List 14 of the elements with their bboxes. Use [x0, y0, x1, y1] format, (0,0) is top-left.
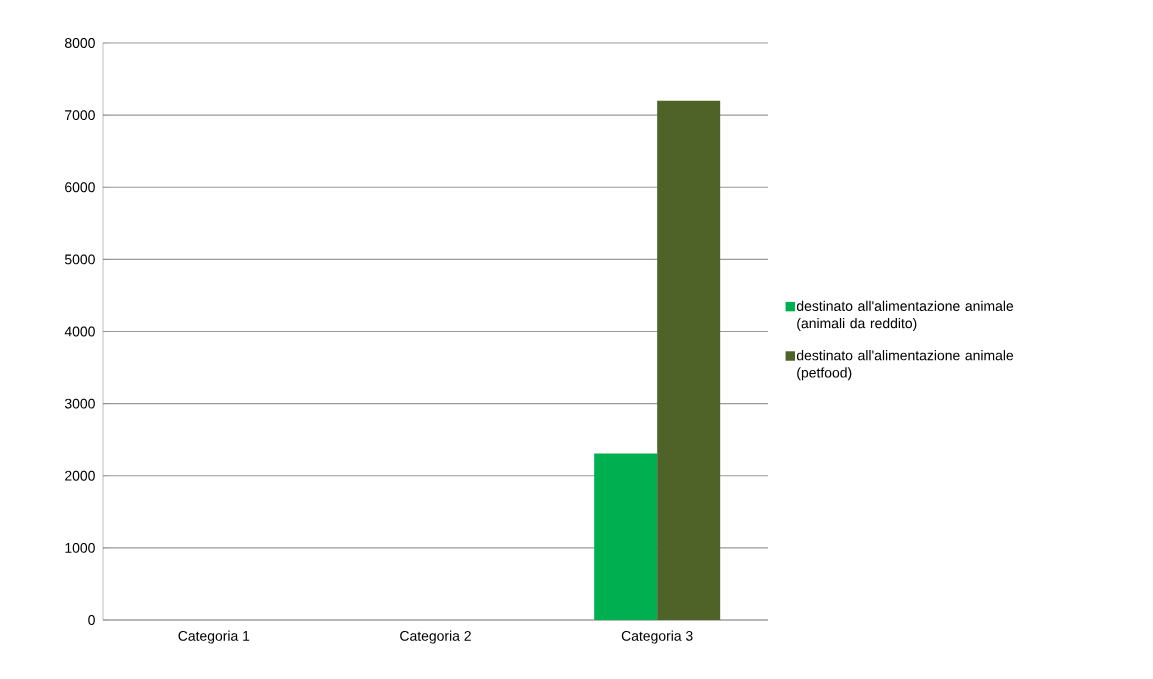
y-tick-label: 8000	[65, 38, 95, 48]
x-tick-label: Categoria 3	[621, 630, 693, 644]
y-tick-label: 6000	[65, 182, 95, 193]
y-tick-label: 3000	[64, 398, 95, 409]
legend-label: destinato all'alimentazione animale (animali da reddito)	[796, 300, 1014, 331]
legend-label: destinato all'alimentazione animale (petfood)	[796, 350, 1014, 381]
y-tick-label: 4000	[64, 326, 95, 337]
y-tick-label: 2000	[65, 470, 95, 481]
y-tick-label: 5000	[64, 254, 95, 265]
y-tick-label: 1000	[65, 542, 95, 553]
y-tick-label: 7000	[65, 110, 95, 121]
x-tick-label: Categoria 2	[400, 630, 471, 644]
x-tick-label: Categoria 1	[178, 630, 250, 644]
y-tick-label: 0	[88, 615, 95, 625]
